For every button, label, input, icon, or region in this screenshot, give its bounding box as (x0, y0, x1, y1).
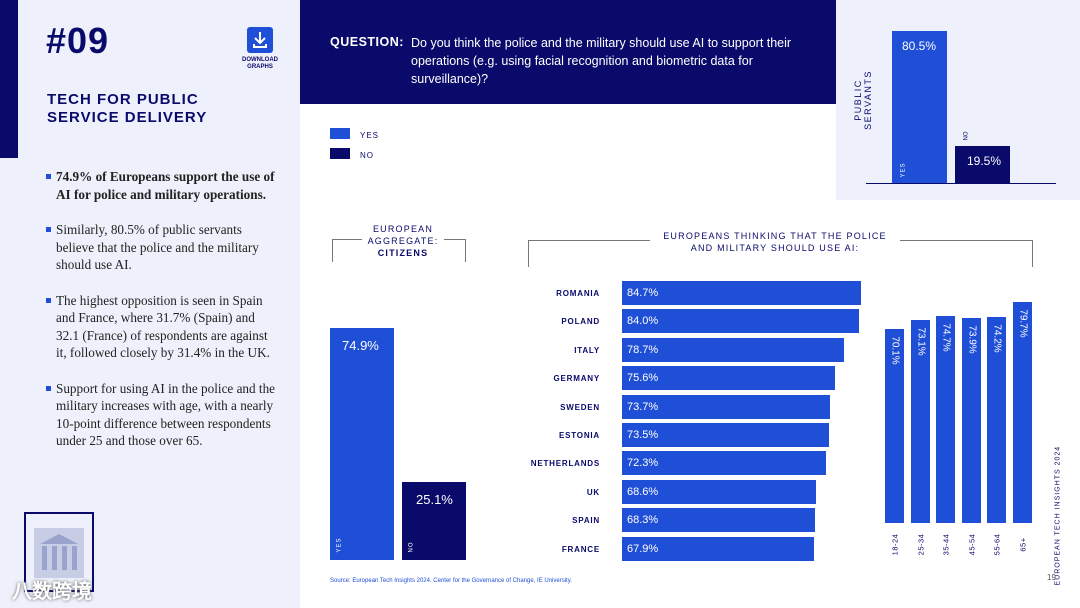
bar-aggregate-no: 25.1% NO (402, 482, 466, 560)
country-value-label: 84.0% (627, 315, 659, 328)
aggregate-title: EUROPEAN AGGREGATE: CITIZENS (362, 223, 444, 259)
age-category-label: 65+ (1018, 537, 1028, 552)
country-bar: 84.7% (622, 281, 861, 305)
bullet-list: 74.9% of Europeans support the use of AI… (46, 168, 276, 468)
legend-label-yes: YES (360, 131, 380, 140)
country-bar: 78.7% (622, 337, 845, 362)
bar-category-label: YES (900, 162, 907, 178)
legend-swatch-yes (330, 128, 350, 139)
country-bar: 68.6% (622, 479, 816, 504)
country-label: SPAIN (572, 516, 600, 526)
country-value-label: 84.7% (627, 287, 659, 299)
age-bar: 73.9% (961, 318, 981, 523)
section-number: #09 (46, 20, 110, 61)
age-value-label: 73.9% (966, 325, 978, 354)
country-bar: 72.3% (622, 451, 826, 476)
download-icon[interactable] (247, 27, 273, 53)
public-servants-title: PUBLIC SERVANTS (853, 70, 873, 130)
bar-public-servants-yes: 80.5% YES (892, 30, 947, 183)
country-label: FRANCE (561, 544, 600, 554)
left-accent-bar (0, 0, 18, 158)
country-value-label: 75.6% (627, 372, 659, 385)
age-category-label: 55-64 (992, 533, 1002, 556)
building-icon (34, 528, 84, 578)
country-label: SWEDEN (560, 402, 600, 412)
bar-category-label: NO (408, 541, 415, 553)
countries-title-line: EUROPEANS THINKING THAT THE POLICE (663, 231, 887, 241)
question-text: Do you think the police and the military… (411, 36, 792, 86)
bullet-item: 74.9% of Europeans support the use of AI… (46, 168, 276, 203)
bar-value-label: 25.1% (416, 492, 453, 508)
question-label: QUESTION: (330, 35, 404, 49)
country-label: POLAND (561, 317, 600, 327)
country-value-label: 72.3% (627, 457, 659, 470)
legend-label-no: NO (360, 151, 374, 160)
bullet-item: Similarly, 80.5% of public servants beli… (46, 221, 276, 274)
country-value-label: 68.3% (627, 514, 659, 527)
bullet-item: Support for using AI in the police and t… (46, 380, 276, 450)
age-bar: 74.7% (936, 315, 956, 523)
age-bar: 73.1% (910, 320, 930, 523)
country-bar: 73.7% (622, 394, 830, 419)
age-value-label: 74.2% (991, 324, 1003, 353)
age-bar: 79.7% (1013, 302, 1032, 523)
age-value-label: 79.7% (1017, 309, 1029, 338)
age-bar: 70.1% (885, 328, 904, 523)
country-value-label: 67.9% (627, 542, 659, 555)
bar-public-servants-no: 19.5% (955, 146, 1010, 183)
age-value-label: 73.1% (915, 327, 927, 356)
bullet-item: The highest opposition is seen in Spain … (46, 292, 276, 362)
age-category-label: 18-24 (890, 533, 900, 556)
age-bar: 74.2% (987, 317, 1007, 523)
institution-logo (24, 512, 94, 592)
bar-category-label: NO (963, 131, 970, 141)
country-value-label: 68.6% (627, 485, 659, 498)
source-note: Source: European Tech Insights 2024. Cen… (330, 578, 572, 584)
country-bar: 73.5% (622, 423, 830, 447)
age-value-label: 74.7% (940, 323, 952, 352)
country-value-label: 73.7% (627, 400, 659, 413)
country-value-label: 73.5% (627, 429, 659, 441)
bar-value-label: 19.5% (967, 154, 1002, 169)
country-label: UK (586, 487, 600, 497)
aggregate-title-line: AGGREGATE: (367, 236, 439, 246)
download-graphs-link[interactable]: DOWNLOAD GRAPHS (242, 57, 278, 70)
question-box (300, 0, 836, 104)
country-bar: 84.0% (622, 309, 860, 334)
country-label: GERMANY (553, 374, 600, 384)
bar-aggregate-yes: 74.9% YES (330, 327, 394, 560)
age-value-label: 70.1% (889, 335, 901, 365)
country-bar: 68.3% (622, 508, 815, 533)
age-category-label: 45-54 (967, 533, 977, 556)
age-category-label: 25-34 (916, 533, 926, 556)
section-title: TECH FOR PUBLIC SERVICE DELIVERY (47, 91, 208, 126)
public-servants-baseline (866, 183, 1056, 184)
download-arrow-icon (253, 32, 267, 48)
aggregate-title-line: EUROPEAN (372, 224, 434, 234)
countries-title: EUROPEANS THINKING THAT THE POLICE AND M… (650, 230, 900, 254)
country-bar: 67.9% (622, 536, 814, 561)
country-bar: 75.6% (622, 366, 836, 391)
country-label: ROMANIA (556, 289, 600, 298)
left-panel (0, 0, 300, 608)
bar-category-label: YES (336, 537, 343, 553)
page-number: 19 (1047, 573, 1056, 582)
country-value-label: 78.7% (627, 343, 659, 356)
side-publication-label: EUROPEAN TECH INSIGHTS 2024 (1054, 445, 1062, 586)
age-category-label: 35-44 (941, 533, 951, 556)
aggregate-title-line: CITIZENS (377, 248, 429, 258)
bar-value-label: 74.9% (342, 337, 379, 353)
country-label: ITALY (574, 345, 600, 355)
country-label: NETHERLANDS (530, 459, 600, 469)
country-label: ESTONIA (558, 431, 600, 440)
bar-value-label: 80.5% (902, 38, 937, 53)
countries-title-line: AND MILITARY SHOULD USE AI: (690, 243, 860, 253)
watermark-text: 八数跨境 (12, 581, 92, 603)
legend-swatch-no (330, 148, 350, 159)
